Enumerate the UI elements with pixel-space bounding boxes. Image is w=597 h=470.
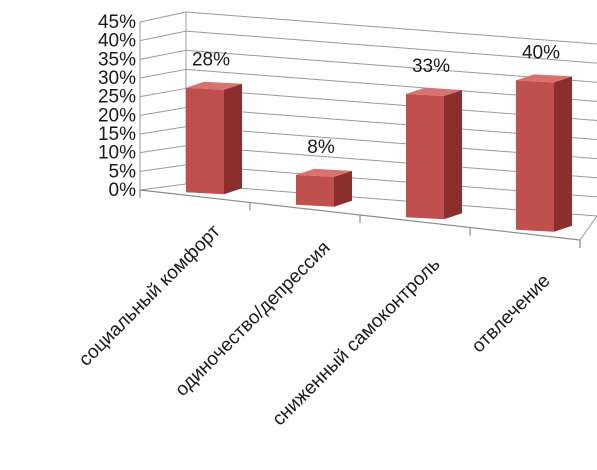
data-labels: 28% 8% 33% 40%: [192, 42, 560, 157]
x-axis: [139, 189, 597, 248]
data-label: 8%: [307, 137, 335, 158]
bar: [516, 80, 554, 232]
y-tick-label: 5%: [109, 161, 137, 182]
y-tick-label: 40%: [98, 31, 136, 52]
y-tick-label: 35%: [98, 49, 136, 70]
y-tick-label: 0%: [109, 180, 137, 201]
bar-top: [516, 74, 572, 83]
y-tick-label: 15%: [98, 124, 136, 145]
bar-top: [406, 88, 462, 97]
bar: [186, 87, 224, 195]
category-labels: социальный комфортодиночество/депрессияс…: [75, 221, 555, 430]
floor-edge: [579, 215, 597, 241]
y-tick-label: 25%: [98, 87, 136, 108]
bar: [296, 174, 334, 207]
bar: [406, 94, 444, 220]
y-tick-label: 30%: [98, 68, 136, 89]
category-label: отвлечение: [468, 270, 555, 357]
data-label: 40%: [522, 42, 560, 63]
bar-top: [186, 81, 242, 90]
data-label: 33%: [412, 56, 450, 77]
bar-side: [444, 90, 462, 220]
bar-side: [554, 76, 572, 232]
bar-side: [224, 83, 242, 195]
bar-side: [334, 170, 352, 207]
bars: [186, 74, 572, 232]
y-tick-label: 10%: [98, 143, 136, 164]
y-tick-label: 20%: [98, 105, 136, 126]
category-label: социальный комфорт: [75, 221, 225, 371]
y-axis-ticks: 0%5%10%15%20%25%30%35%40%45%: [98, 12, 136, 201]
data-label: 28%: [192, 50, 230, 71]
gridline: [139, 11, 597, 45]
y-tick-label: 45%: [98, 12, 136, 33]
bar-top: [296, 168, 352, 177]
